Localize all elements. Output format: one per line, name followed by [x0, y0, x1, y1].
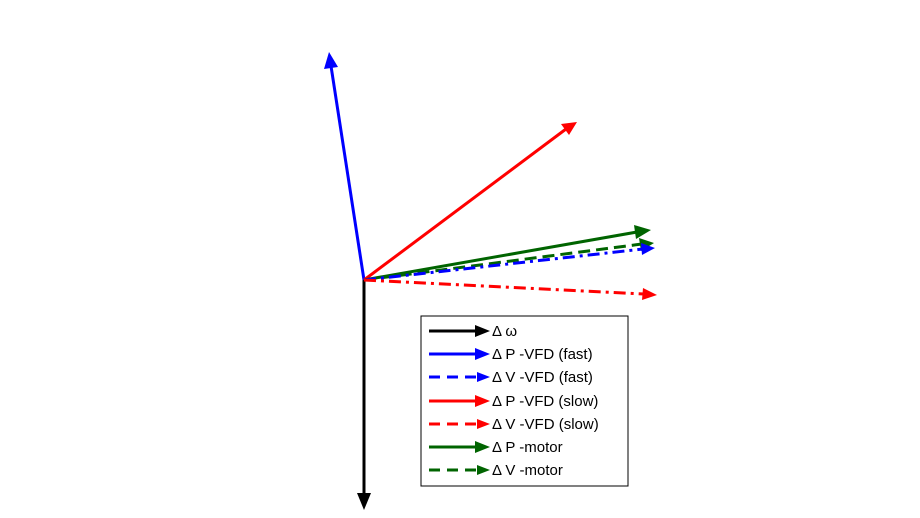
legend-swatch-arrowhead — [475, 325, 490, 337]
legend-label: Δ P -motor — [492, 439, 563, 456]
legend-item: Δ ω — [429, 323, 517, 340]
legend: Δ ω Δ P -VFD (fast) Δ V -VFD (fast) Δ P … — [420, 315, 629, 487]
arrow-v-vfd-slow — [363, 278, 645, 296]
legend-swatch-arrowhead — [477, 419, 490, 429]
legend-label: Δ ω — [492, 323, 517, 340]
legend-item: Δ P -VFD (slow) — [429, 393, 598, 410]
arrowhead-v-vfd-slow — [642, 288, 657, 300]
legend-label: Δ V -VFD (slow) — [492, 416, 599, 433]
legend-swatch-arrowhead — [475, 395, 490, 407]
legend-label: Δ V -VFD (fast) — [492, 369, 593, 386]
arrowhead-delta-omega — [357, 493, 371, 510]
legend-item: Δ P -VFD (fast) — [429, 346, 593, 363]
legend-label: Δ V -motor — [492, 462, 563, 479]
arrow-p-vfd-fast — [329, 65, 366, 281]
arrow-v-vfd-fast — [363, 247, 644, 282]
legend-swatch-arrowhead — [475, 441, 490, 453]
legend-item: Δ V -VFD (slow) — [429, 416, 599, 433]
legend-item: Δ V -motor — [429, 462, 563, 479]
phasor-arrows — [324, 52, 657, 510]
legend-swatch-arrowhead — [475, 348, 490, 360]
arrowhead-p-vfd-fast — [324, 52, 338, 69]
legend-item: Δ V -VFD (fast) — [429, 369, 593, 386]
arrow-v-motor — [363, 242, 643, 282]
legend-label: Δ P -VFD (slow) — [492, 393, 598, 410]
arrowhead-p-motor — [634, 225, 651, 239]
legend-swatch-arrowhead — [477, 465, 490, 475]
arrow-p-motor — [363, 230, 638, 282]
legend-item: Δ P -motor — [429, 439, 563, 456]
arrowhead-p-vfd-slow — [561, 122, 577, 135]
arrowhead-v-vfd-fast — [641, 243, 655, 255]
arrow-p-vfd-slow — [363, 127, 567, 282]
legend-label: Δ P -VFD (fast) — [492, 346, 593, 363]
legend-swatch-arrowhead — [477, 372, 490, 382]
